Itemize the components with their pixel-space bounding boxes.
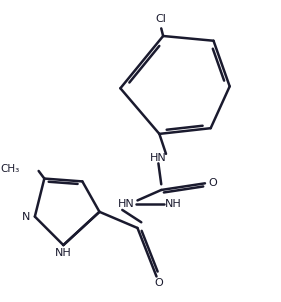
Text: NH: NH [165, 199, 182, 209]
Text: Cl: Cl [156, 14, 167, 24]
Text: N: N [22, 212, 30, 222]
Text: NH: NH [55, 248, 72, 258]
Text: CH₃: CH₃ [0, 164, 20, 174]
Text: HN: HN [150, 153, 167, 163]
Text: O: O [208, 178, 217, 188]
Text: HN: HN [118, 199, 134, 209]
Text: O: O [154, 278, 163, 288]
